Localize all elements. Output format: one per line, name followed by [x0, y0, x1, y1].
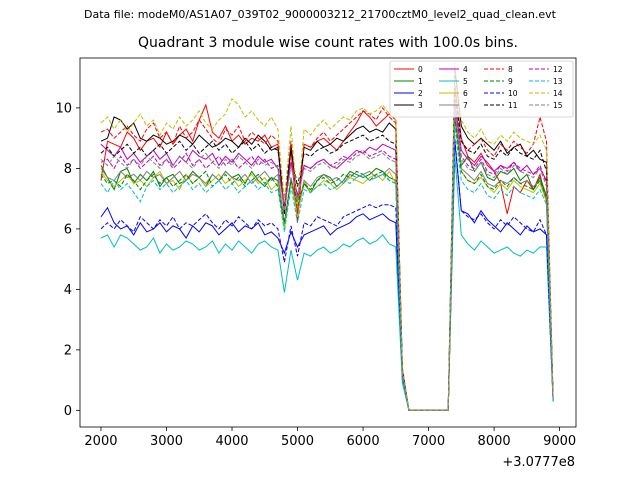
x-tick-label: 2000 — [84, 434, 117, 449]
legend-label: 1 — [418, 77, 423, 86]
series-line-12 — [100, 104, 554, 411]
legend-label: 5 — [463, 77, 468, 86]
legend-label: 2 — [418, 89, 423, 98]
legend-label: 14 — [553, 89, 563, 98]
x-tick-label: 7000 — [412, 434, 445, 449]
series-line-13 — [100, 126, 554, 411]
x-tick-label: 8000 — [478, 434, 511, 449]
series-line-10 — [100, 138, 554, 411]
chart-title: Quadrant 3 module wise count rates with … — [138, 35, 518, 51]
legend-label: 3 — [418, 101, 423, 110]
y-tick-label: 8 — [64, 162, 72, 177]
series-line-1 — [100, 113, 554, 411]
legend-label: 8 — [508, 65, 513, 74]
x-axis: 2000 3000 4000 5000 6000 7000 8000 9000 — [84, 427, 576, 449]
y-tick-label: 0 — [64, 404, 72, 419]
x-offset-label: +3.0777e8 — [502, 455, 575, 470]
legend-label: 11 — [508, 101, 518, 110]
series-line-3 — [100, 68, 554, 411]
x-tick-label: 4000 — [215, 434, 248, 449]
legend-label: 9 — [508, 77, 513, 86]
legend-label: 6 — [463, 89, 468, 98]
series-line-14 — [100, 62, 554, 411]
y-axis: 0 2 4 6 8 10 — [55, 101, 80, 419]
series-layer — [100, 62, 554, 411]
y-tick-label: 2 — [64, 343, 72, 358]
series-line-9 — [100, 116, 554, 411]
x-tick-label: 3000 — [150, 434, 183, 449]
series-line-11 — [100, 92, 554, 411]
legend-label: 15 — [553, 101, 563, 110]
series-line-4 — [100, 101, 554, 411]
legend-label: 0 — [418, 65, 423, 74]
x-tick-label: 9000 — [543, 434, 576, 449]
data-file-label: Data file: modeM0/AS1A07_039T02_90000032… — [84, 8, 556, 21]
legend-label: 12 — [553, 65, 563, 74]
series-line-7 — [100, 110, 554, 411]
x-tick-label: 5000 — [281, 434, 314, 449]
series-line-0 — [100, 83, 554, 411]
legend-box — [389, 60, 574, 118]
series-line-6 — [100, 119, 554, 411]
x-tick-label: 6000 — [347, 434, 380, 449]
series-line-5 — [100, 156, 554, 411]
legend-label: 10 — [508, 89, 518, 98]
plot-frame — [79, 57, 577, 428]
series-line-15 — [100, 107, 554, 411]
y-tick-label: 4 — [64, 283, 72, 298]
legend-label: 13 — [553, 77, 563, 86]
series-line-8 — [100, 89, 554, 411]
y-tick-label: 6 — [64, 222, 72, 237]
legend-label: 7 — [463, 101, 468, 110]
legend-label: 4 — [463, 65, 468, 74]
y-tick-label: 10 — [55, 101, 72, 116]
